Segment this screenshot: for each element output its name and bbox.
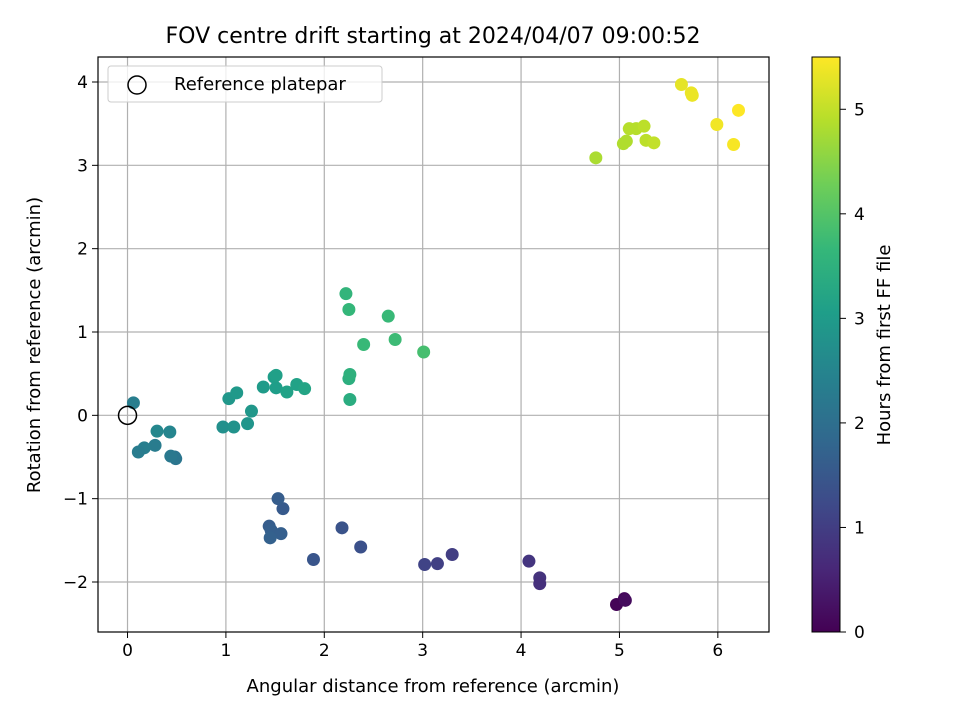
y-tick-label: 0 [77,406,88,426]
grid-lines [98,57,769,632]
data-point [533,577,547,591]
data-point [388,333,402,346]
colorbar-tick-label: 3 [854,309,865,329]
data-point [674,78,688,91]
x-tick-label: 6 [712,641,723,661]
y-tick-label: −2 [63,573,88,593]
data-point [522,554,536,568]
data-point [343,368,357,381]
data-point [244,404,258,418]
y-tick-label: 1 [77,323,88,343]
data-point [417,345,431,359]
x-tick-label: 2 [319,641,330,661]
x-tick-label: 5 [614,641,625,661]
data-point [271,492,285,506]
data-point [280,385,294,399]
legend-marker-icon [127,75,147,95]
data-point [164,449,178,463]
plot-area [98,57,769,632]
data-points [126,78,745,611]
colorbar-ticks: 0 1 2 3 4 5 [840,100,865,643]
x-axis-label: Angular distance from reference (arcmin) [247,676,620,697]
data-point [445,548,459,561]
data-point [342,303,356,316]
data-point [126,396,140,410]
data-point [298,382,312,396]
colorbar-tick-label: 2 [854,414,865,434]
data-point [685,88,699,102]
data-point [335,521,349,535]
data-point [647,136,661,150]
colorbar-tick-label: 0 [854,623,865,643]
colorbar-tick-label: 5 [854,100,865,120]
data-point [131,445,145,459]
x-axis-ticks: 0 1 2 3 4 5 6 [122,632,723,661]
data-point [227,420,241,434]
y-tick-label: 2 [77,240,88,260]
legend: Reference platepar [107,65,383,103]
data-point [589,151,603,165]
data-point [354,540,368,554]
data-point [637,119,651,133]
data-point [256,380,270,394]
data-point [148,438,162,452]
data-point [216,420,230,434]
x-tick-label: 0 [122,641,133,661]
y-tick-label: −1 [63,490,88,510]
y-axis-label: Rotation from reference (arcmin) [24,197,45,493]
data-point [150,424,164,438]
data-point [418,558,432,571]
data-point [269,368,283,382]
y-tick-label: 3 [77,156,88,176]
data-point [306,553,320,566]
data-point [430,557,444,571]
data-point [619,134,633,148]
colorbar-tick-label: 4 [854,205,865,225]
data-point [727,138,741,151]
x-tick-label: 3 [417,641,428,661]
data-point [163,425,177,439]
data-point [618,593,632,607]
data-point [263,531,277,545]
data-point [339,287,353,301]
x-tick-label: 1 [220,641,231,661]
data-point [269,381,283,395]
data-point [241,417,255,431]
colorbar [812,57,840,632]
data-point [710,118,724,131]
axes-frame [97,56,770,633]
y-axis-ticks: −2 −1 0 1 2 3 4 [63,73,98,593]
colorbar-tick-label: 1 [854,518,865,538]
data-point [276,502,290,516]
legend-box [107,65,383,103]
y-tick-label: 4 [77,73,88,93]
colorbar-label: Hours from first FF file [874,245,895,446]
x-tick-label: 4 [516,641,527,661]
data-point [230,386,244,400]
reference-platepar-marker [117,405,138,426]
data-point [732,103,745,117]
chart-title: FOV centre drift starting at 2024/04/07 … [166,24,701,49]
colorbar-frame [811,56,841,633]
data-point [274,527,288,541]
data-point [343,393,357,406]
data-point [381,309,395,323]
legend-entry-reference: Reference platepar [174,74,346,95]
data-point [357,338,371,351]
